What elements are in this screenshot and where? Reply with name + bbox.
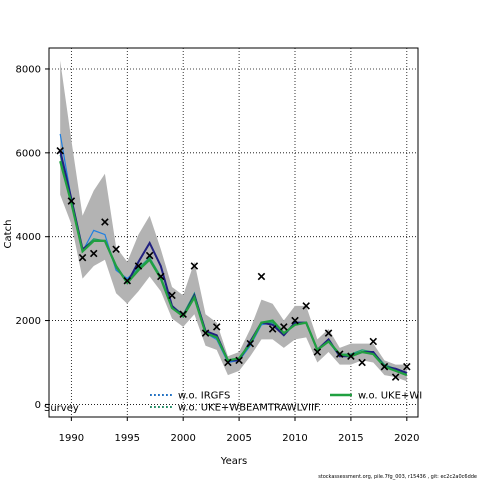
observation-point [391, 373, 400, 381]
x-tick-label: 2015 [338, 433, 363, 444]
x-axis-label: Years [220, 456, 247, 467]
observation-point [101, 218, 109, 226]
plot-area: 1990 1995 2000 2005 2010 2015 2020 0 2000 4000 600… [16, 47, 420, 444]
y-tick-label: 6000 [16, 148, 41, 159]
confidence-band [60, 60, 407, 382]
observation-point [56, 146, 64, 155]
observation-point [403, 362, 411, 371]
x-tick-label: 2005 [226, 433, 251, 444]
legend-label: w.o. IRGFS [178, 391, 230, 402]
observation-point [157, 272, 165, 281]
observation-point [67, 197, 76, 205]
x-tick-label: 2010 [282, 433, 307, 444]
observation-point [313, 348, 322, 356]
observation-point [257, 272, 266, 281]
observation-point [123, 276, 132, 285]
legend-label: w.o. UKE+WI [358, 391, 422, 402]
y-tick-label: 2000 [16, 316, 41, 327]
observation-point [201, 329, 210, 337]
y-tick-label: 4000 [16, 232, 41, 243]
y-tick-label: 8000 [16, 64, 41, 75]
observation-point [224, 358, 232, 367]
x-tick-label: 2020 [394, 433, 419, 444]
observation-point [179, 310, 187, 319]
observation-point [190, 262, 199, 270]
observation-point [358, 358, 366, 367]
x-tick-label: 2000 [170, 433, 195, 444]
observation-point [302, 302, 310, 310]
observation-point [78, 253, 87, 262]
observation-point [235, 356, 243, 365]
observation-point [347, 352, 355, 360]
observation-point [380, 362, 389, 371]
observation-point [145, 251, 154, 260]
observation-point [280, 323, 288, 331]
series-line-4 [59, 160, 408, 377]
y-tick-label: 0 [35, 400, 41, 411]
x-tick-label: 1995 [115, 433, 140, 444]
observation-point [212, 323, 221, 331]
y-axis-label: Catch [3, 220, 14, 249]
legend-label-survey: Survey [44, 403, 79, 414]
observation-point [335, 350, 344, 358]
observation-point [324, 329, 333, 337]
observation-point [134, 262, 143, 270]
x-tick-label: 1990 [59, 433, 84, 444]
observation-point [291, 316, 299, 325]
observation-point [112, 245, 120, 254]
observation-point [89, 249, 98, 258]
plot-frame [48, 47, 419, 418]
legend-label: w.o. UKE+WBEAMTRAWLVIIF. [178, 403, 321, 414]
observation-point [369, 337, 378, 346]
observation-point [168, 291, 176, 300]
observation-point [268, 325, 277, 333]
footer-text: stockassessment.org, pile.7fg_003, r1543… [318, 474, 477, 480]
observation-point [246, 339, 255, 348]
